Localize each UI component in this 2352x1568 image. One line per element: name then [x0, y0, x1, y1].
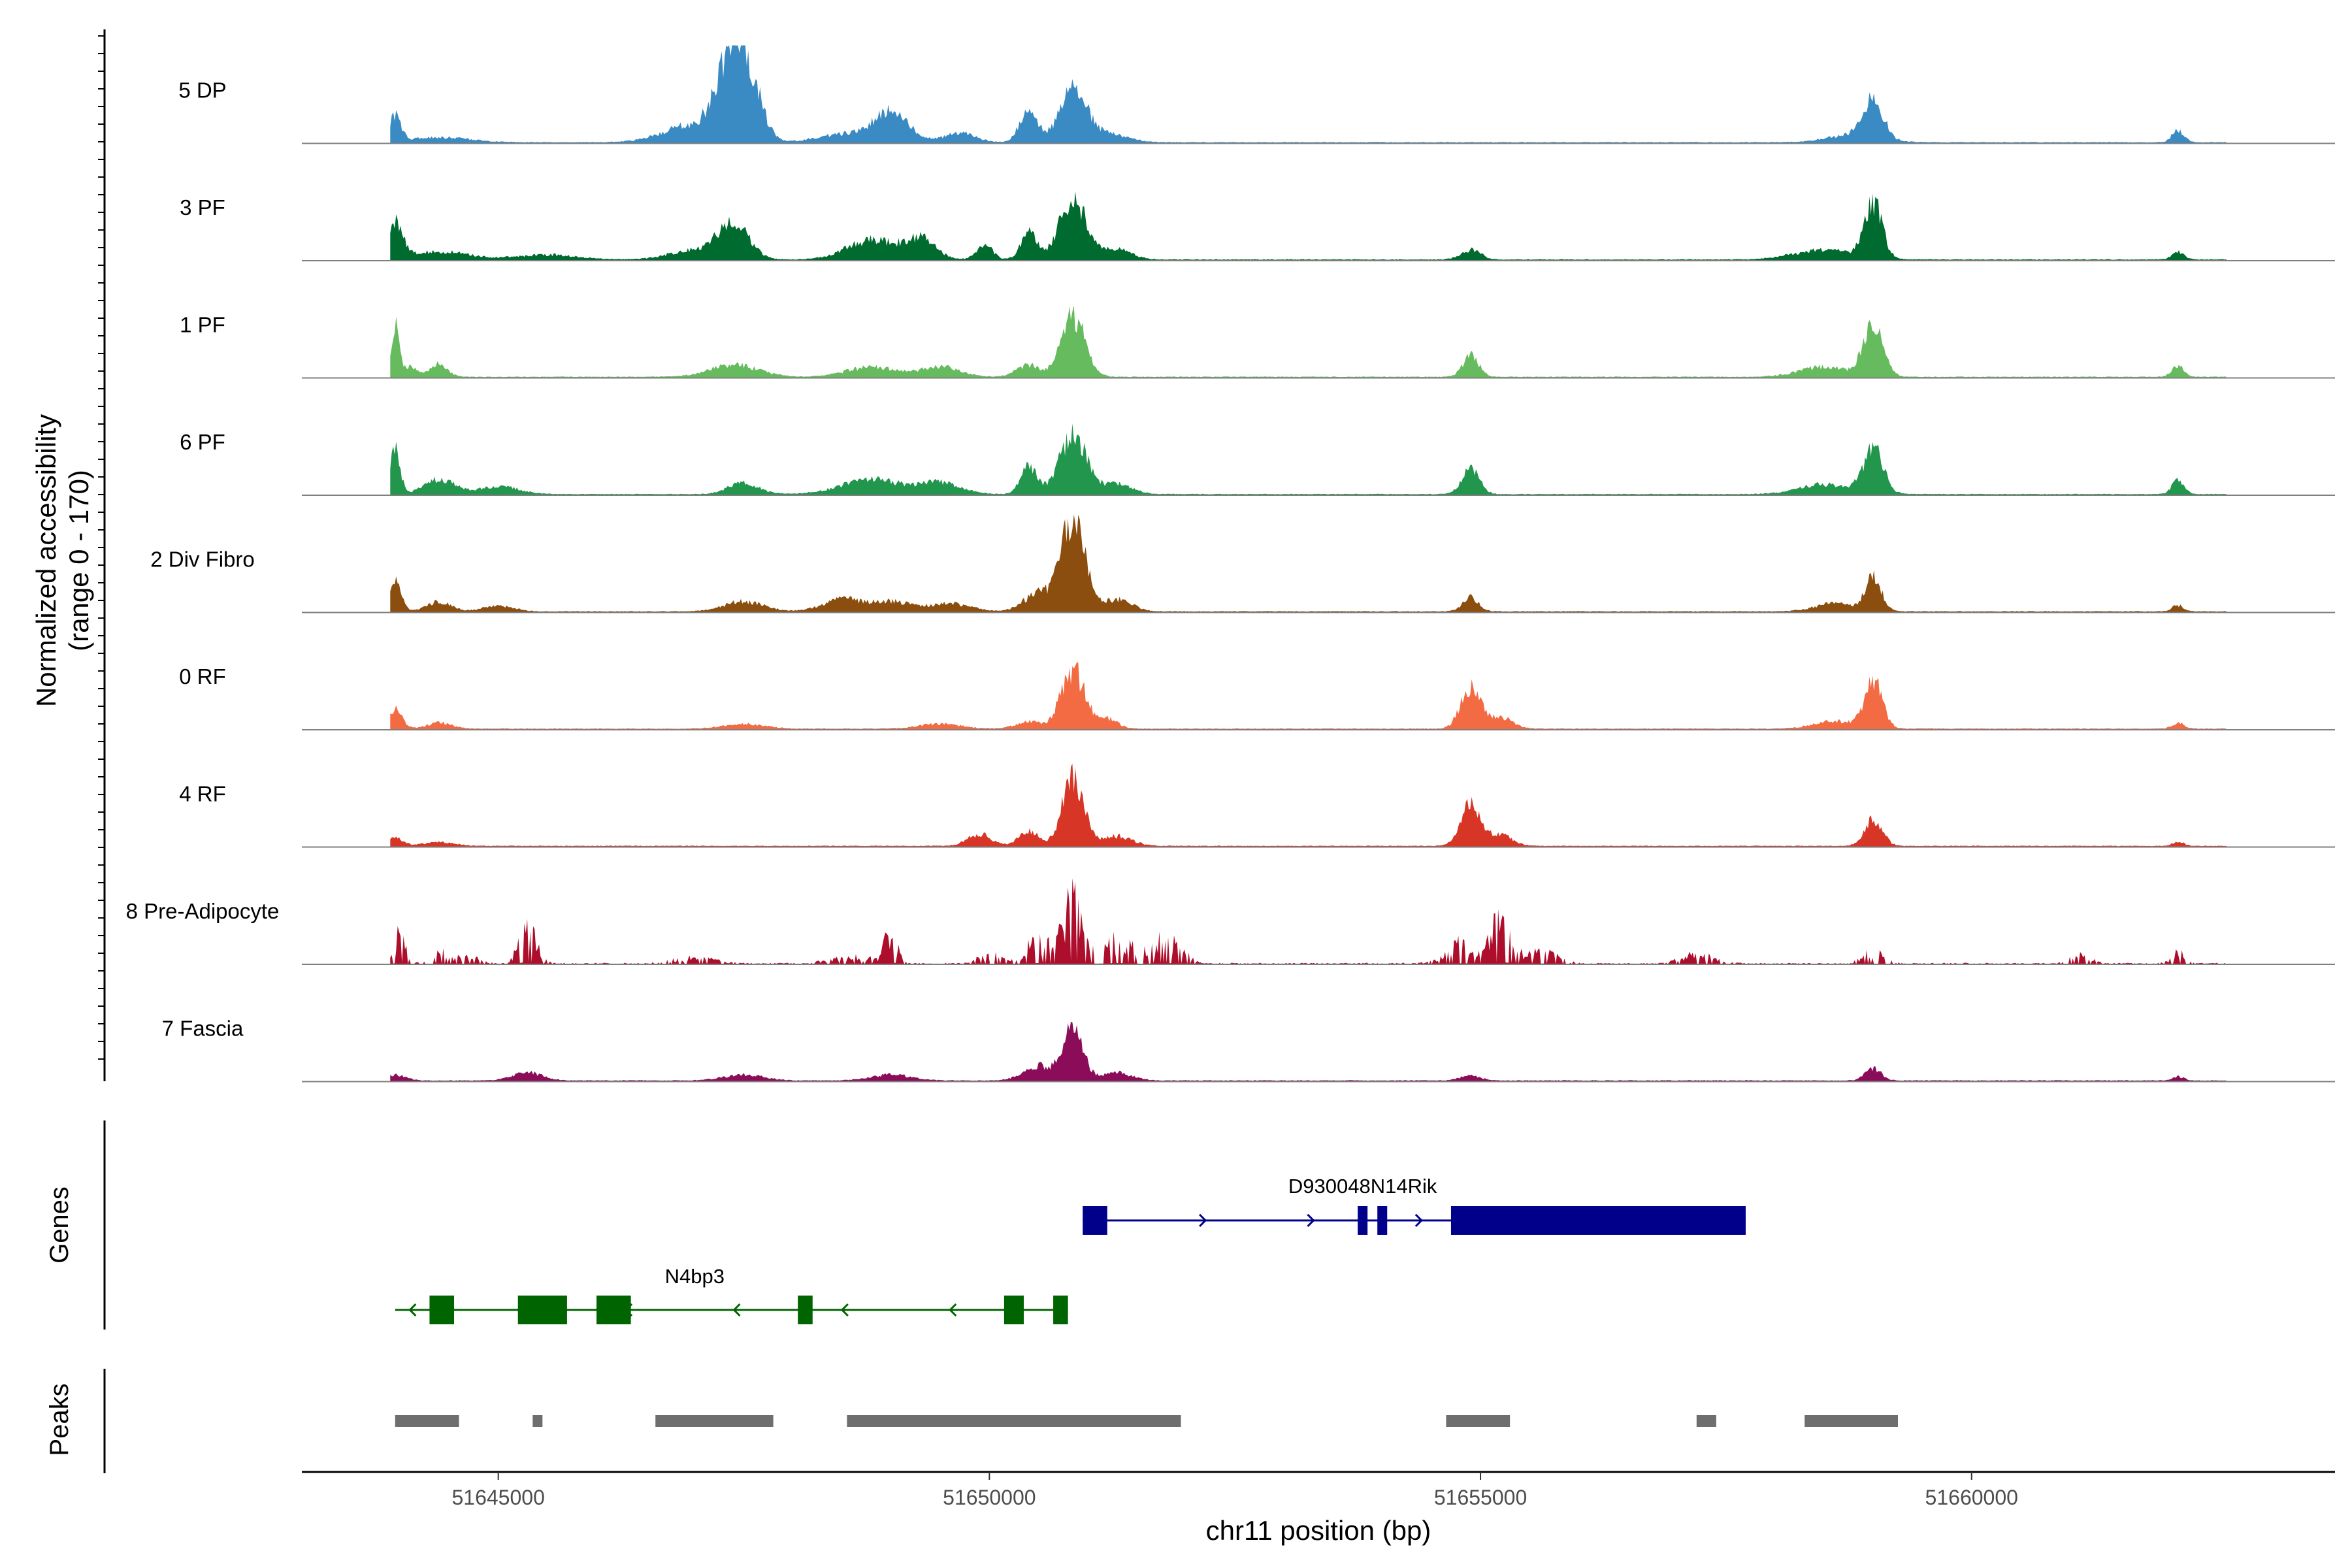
exon-0-1	[1358, 1206, 1368, 1235]
coverage-area-1	[390, 191, 2227, 261]
track-label-0: 5 DP	[178, 78, 226, 103]
gene-label-0: D930048N14Rik	[1288, 1175, 1437, 1198]
strand-arrow	[1414, 1213, 1423, 1228]
y-axis-title-line1: Normalized accessibility	[31, 414, 61, 707]
track-label-3: 6 PF	[180, 430, 225, 454]
x-tick-label: 51650000	[943, 1486, 1036, 1509]
gene-label-1: N4bp3	[665, 1265, 725, 1288]
track-label-7: 8 Pre-Adipocyte	[126, 899, 280, 923]
x-axis-ticks: 51645000 51650000 51655000 51660000	[451, 1472, 2018, 1509]
strand-arrow	[1307, 1213, 1315, 1228]
strand-arrow	[949, 1303, 957, 1317]
track-label-6: 4 RF	[179, 782, 226, 806]
coverage-area-5	[390, 662, 2227, 730]
peaks-panel-title: Peaks	[45, 1383, 74, 1456]
track-label-8: 7 Fascia	[162, 1017, 244, 1041]
track-label-1: 3 PF	[180, 195, 225, 220]
exon-0-0	[1083, 1206, 1107, 1235]
peak-bar-0	[395, 1415, 459, 1427]
track-label-2: 1 PF	[180, 313, 225, 337]
genes-panel: D930048N14Rik N4bp3	[395, 1175, 1746, 1324]
coverage-area-7	[390, 878, 2227, 964]
strand-arrow	[1199, 1213, 1207, 1228]
coverage-area-2	[390, 305, 2227, 378]
y-axis-title-line2: (range 0 - 170)	[63, 470, 94, 651]
peak-bar-1	[532, 1415, 543, 1427]
track-label-5: 0 RF	[179, 664, 226, 689]
track-label-4: 2 Div Fibro	[150, 547, 255, 572]
strand-arrow	[732, 1303, 741, 1317]
coverage-area-6	[390, 764, 2227, 847]
x-tick-label: 51655000	[1434, 1486, 1527, 1509]
strand-arrow	[840, 1303, 849, 1317]
peak-bar-2	[655, 1415, 774, 1427]
peak-bar-6	[1805, 1415, 1898, 1427]
exon-1-4	[1004, 1296, 1024, 1324]
peak-bar-5	[1696, 1415, 1716, 1427]
genes-panel-title: Genes	[45, 1186, 74, 1264]
exon-0-3	[1450, 1206, 1746, 1235]
exon-1-3	[798, 1296, 813, 1324]
coverage-area-0	[390, 45, 2227, 144]
coverage-area-4	[390, 514, 2227, 613]
peak-bar-4	[1446, 1415, 1511, 1427]
exon-1-1	[517, 1296, 567, 1324]
x-tick-label: 51645000	[451, 1486, 544, 1509]
exon-1-2	[596, 1296, 631, 1324]
coverage-area-3	[390, 423, 2227, 495]
exon-1-0	[429, 1296, 455, 1324]
x-tick-label: 51660000	[1925, 1486, 2018, 1509]
peaks-panel	[395, 1415, 1898, 1427]
coverage-area-8	[390, 1021, 2227, 1082]
x-axis-title: chr11 position (bp)	[1206, 1515, 1431, 1546]
y-axis-ticks	[98, 35, 105, 1060]
strand-arrow	[408, 1303, 417, 1317]
exon-1-5	[1053, 1296, 1068, 1324]
coverage-tracks: 5 DP 3 PF 1 PF 6 PF 2 Div Fibro 0 RF 4 RF 8 Pre…	[126, 45, 2335, 1083]
exon-0-2	[1377, 1206, 1388, 1235]
peak-bar-3	[847, 1415, 1181, 1427]
